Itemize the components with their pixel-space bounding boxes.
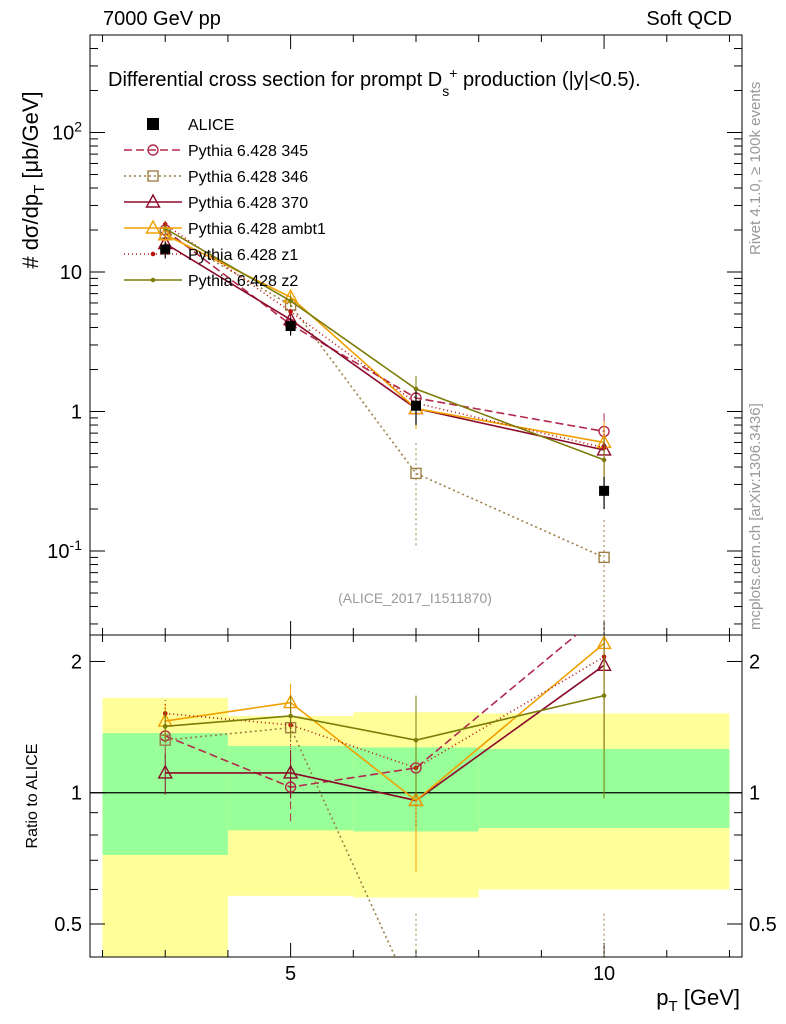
marker-dot [288, 713, 293, 719]
legend [124, 118, 182, 283]
series-line [164, 227, 605, 461]
ratio-line [165, 642, 605, 802]
data-point [411, 400, 421, 411]
legend-label: ALICE [188, 117, 234, 134]
x-tick-label: 10 [593, 963, 615, 985]
ratio-line [165, 664, 605, 802]
marker-square [411, 998, 421, 1008]
marker-dot [288, 309, 293, 314]
ratio-line [164, 635, 578, 788]
marker-dot [162, 724, 168, 729]
marker-circle [147, 144, 159, 156]
marker-dot [150, 277, 156, 283]
marker-square [599, 998, 609, 1008]
y-tick-label-right: 0.5 [749, 914, 777, 936]
y-axis-title: # dσ/dpT [μb/GeV] [18, 91, 48, 268]
data-point [599, 485, 610, 496]
marker-dot [288, 298, 293, 304]
ratio-line [165, 656, 605, 769]
y-tick-label: 102 [52, 119, 82, 145]
rivet-version-label: Rivet 4.1.0, ≥ 100k events [747, 81, 764, 255]
analysis-watermark: (ALICE_2017_I1511870) [338, 590, 492, 606]
y-tick-label: 10-1 [47, 537, 82, 563]
y-tick-label-right: 2 [749, 651, 760, 673]
marker-dot [601, 457, 607, 463]
main-series [157, 218, 612, 635]
legend-label: Pythia 6.428 345 [188, 143, 308, 160]
marker-triangle [157, 764, 173, 779]
x-axis-title: pT [GeV] [656, 985, 740, 1015]
legend-label: Pythia 6.428 346 [188, 169, 308, 186]
energy-label: 7000 GeV pp [103, 8, 221, 30]
ratio-line [165, 694, 605, 741]
ratio-series [157, 635, 612, 1008]
marker-triangle [145, 219, 161, 234]
ratio-y-axis-title: Ratio to ALICE [24, 744, 41, 849]
plot-title: Differential cross section for prompt Ds… [108, 65, 641, 99]
marker-triangle [157, 226, 173, 241]
marker-square [410, 467, 422, 480]
data-point [285, 321, 296, 332]
series-line [164, 229, 605, 433]
legend-label: Pythia 6.428 z1 [188, 247, 298, 264]
series-ratio [162, 635, 607, 799]
legend-label: Pythia 6.428 370 [188, 195, 308, 212]
marker-triangle [145, 193, 161, 208]
marker-dot [601, 693, 607, 698]
mcplots-site-label: mcplots.cern.ch [arXiv:1306.3436] [747, 403, 764, 630]
marker-triangle [282, 764, 299, 779]
y-tick-label-right: 1 [749, 783, 760, 805]
series-line [164, 242, 605, 451]
y-tick-label: 10 [60, 262, 82, 284]
x-tick-label: 5 [285, 963, 296, 985]
legend-marker-data [147, 118, 159, 130]
alice-data [160, 241, 610, 510]
marker-dot [413, 386, 419, 392]
y-tick-label: 1 [71, 402, 82, 424]
legend-label: Pythia 6.428 ambt1 [188, 221, 326, 238]
series-main [159, 227, 610, 635]
marker-square [147, 170, 159, 182]
y-tick-label: 0.5 [54, 914, 82, 936]
marker-dot [413, 737, 419, 743]
series-line [164, 223, 605, 449]
marker-dot [150, 251, 156, 257]
legend-label: Pythia 6.428 z2 [188, 273, 298, 290]
y-tick-label: 2 [71, 651, 82, 673]
marker-square [598, 551, 610, 564]
data-point [160, 244, 171, 255]
category-label: Soft QCD [646, 8, 732, 30]
y-tick-label: 1 [71, 783, 82, 805]
